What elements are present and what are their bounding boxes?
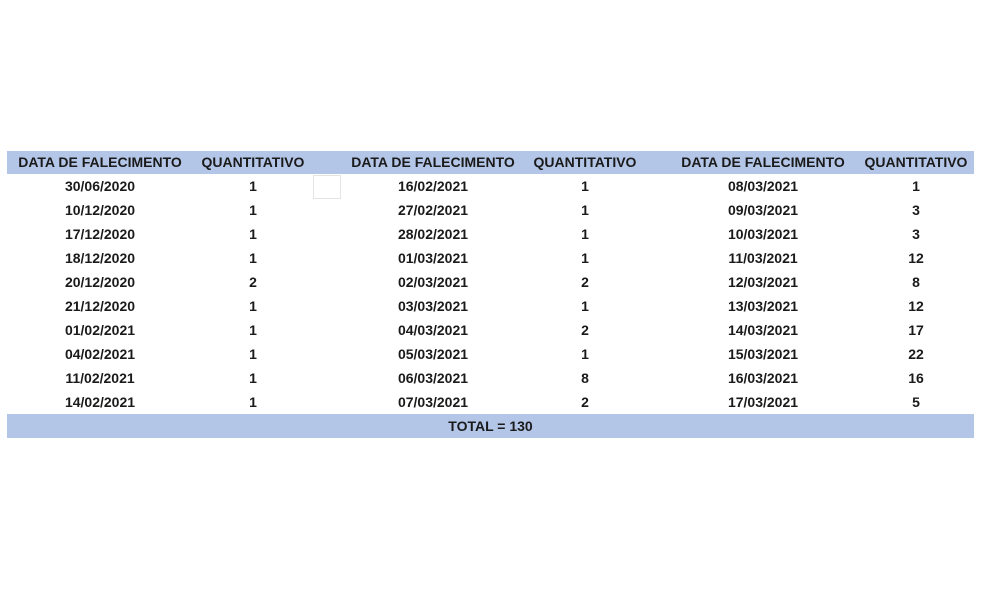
date-cell: 10/03/2021 — [727, 226, 799, 242]
date-cell: 17/12/2020 — [64, 226, 136, 242]
quantity-cell: 3 — [912, 202, 920, 218]
quantity-cell: 1 — [249, 370, 257, 386]
quantity-cell: 12 — [908, 250, 924, 266]
date-cell: 15/03/2021 — [727, 346, 799, 362]
date-cell: 14/02/2021 — [64, 394, 136, 410]
quantity-cell: 2 — [581, 274, 589, 290]
header-band — [7, 151, 974, 174]
quantity-cell: 12 — [908, 298, 924, 314]
quantity-cell: 1 — [581, 178, 589, 194]
empty-cell — [313, 175, 341, 199]
quantity-cell: 5 — [912, 394, 920, 410]
quantity-cell: 1 — [581, 202, 589, 218]
total-band — [7, 414, 974, 438]
date-cell: 04/02/2021 — [64, 346, 136, 362]
date-cell: 08/03/2021 — [727, 178, 799, 194]
quantity-cell: 1 — [249, 322, 257, 338]
date-cell: 01/03/2021 — [397, 250, 469, 266]
quantity-cell: 16 — [908, 370, 924, 386]
date-cell: 11/03/2021 — [728, 250, 798, 266]
quantity-cell: 2 — [581, 394, 589, 410]
quantity-cell: 8 — [912, 274, 920, 290]
date-cell: 11/02/2021 — [65, 370, 135, 386]
quantity-cell: 2 — [249, 274, 257, 290]
quantity-cell: 1 — [581, 346, 589, 362]
date-cell: 13/03/2021 — [727, 298, 799, 314]
column-header-date: DATA DE FALECIMENTO — [681, 154, 845, 170]
date-cell: 02/03/2021 — [397, 274, 469, 290]
quantity-cell: 1 — [912, 178, 920, 194]
date-cell: 09/03/2021 — [727, 202, 799, 218]
quantity-cell: 3 — [912, 226, 920, 242]
date-cell: 30/06/2020 — [64, 178, 136, 194]
quantity-cell: 1 — [581, 250, 589, 266]
date-cell: 06/03/2021 — [397, 370, 469, 386]
date-cell: 04/03/2021 — [397, 322, 469, 338]
date-cell: 17/03/2021 — [727, 394, 799, 410]
quantity-cell: 8 — [581, 370, 589, 386]
quantity-cell: 1 — [249, 250, 257, 266]
quantity-cell: 1 — [249, 178, 257, 194]
quantity-cell: 22 — [908, 346, 924, 362]
quantity-cell: 17 — [908, 322, 924, 338]
column-header-quantity: QUANTITATIVO — [201, 154, 305, 170]
column-header-quantity: QUANTITATIVO — [533, 154, 637, 170]
date-cell: 03/03/2021 — [397, 298, 469, 314]
column-header-date: DATA DE FALECIMENTO — [351, 154, 515, 170]
date-cell: 27/02/2021 — [397, 202, 469, 218]
date-cell: 14/03/2021 — [727, 322, 799, 338]
quantity-cell: 1 — [249, 298, 257, 314]
date-cell: 18/12/2020 — [64, 250, 136, 266]
date-cell: 05/03/2021 — [397, 346, 469, 362]
quantity-cell: 1 — [249, 202, 257, 218]
column-header-quantity: QUANTITATIVO — [864, 154, 968, 170]
date-cell: 01/02/2021 — [64, 322, 136, 338]
date-cell: 07/03/2021 — [397, 394, 469, 410]
quantity-cell: 1 — [249, 346, 257, 362]
date-cell: 16/02/2021 — [397, 178, 469, 194]
date-cell: 21/12/2020 — [64, 298, 136, 314]
quantity-cell: 1 — [249, 226, 257, 242]
column-header-date: DATA DE FALECIMENTO — [18, 154, 182, 170]
date-cell: 20/12/2020 — [64, 274, 136, 290]
date-cell: 16/03/2021 — [727, 370, 799, 386]
quantity-cell: 1 — [249, 394, 257, 410]
total-label: TOTAL = 130 — [448, 418, 533, 434]
date-cell: 12/03/2021 — [727, 274, 799, 290]
date-cell: 10/12/2020 — [64, 202, 136, 218]
quantity-cell: 1 — [581, 298, 589, 314]
date-cell: 28/02/2021 — [397, 226, 469, 242]
quantity-cell: 1 — [581, 226, 589, 242]
quantity-cell: 2 — [581, 322, 589, 338]
